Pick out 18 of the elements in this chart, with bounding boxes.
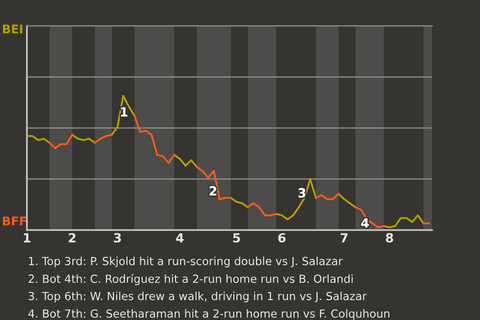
x-tick-label: 5 <box>233 233 240 243</box>
x-tick-label: 2 <box>68 233 76 242</box>
x-tick-label: 3 <box>114 233 121 243</box>
annotation: 1 <box>121 107 128 116</box>
x-tick-label: 1 <box>24 233 30 242</box>
text: 4. Bot 7th: G. Seetharaman hit a 2-run home run vs F. Colquhoun <box>28 309 390 320</box>
text: 3. Top 6th: W. Niles drew a walk, driving in 1 run vs J. Salazar <box>28 292 367 302</box>
text: BFF <box>3 216 26 226</box>
annotation: 4 <box>361 218 369 228</box>
text: BEI <box>3 24 22 34</box>
x-tick-label: 6 <box>278 233 286 243</box>
annotation: 2 <box>210 186 216 196</box>
x-tick-label: 7 <box>340 233 348 242</box>
x-tick-label: 4 <box>176 233 184 242</box>
text: 1. Top 3rd: P. Skjold hit a run-scoring double vs J. Salazar <box>29 256 343 268</box>
x-tick-label: 8 <box>386 233 394 243</box>
text: 2. Bot 4th: C. Rodríguez hit a 2-run home run vs B. Orlandi <box>28 274 353 286</box>
annotation: 3 <box>298 188 306 198</box>
